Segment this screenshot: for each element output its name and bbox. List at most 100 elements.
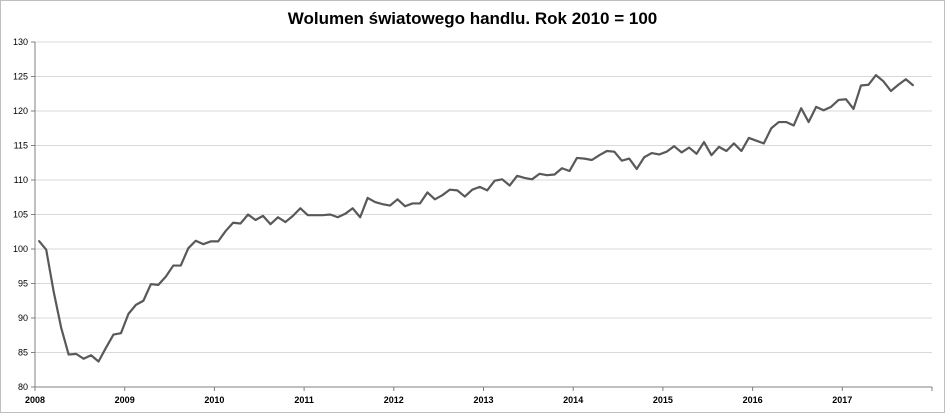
data-point <box>666 151 668 153</box>
x-tick-label: 2017 <box>832 395 852 405</box>
data-point <box>643 156 645 158</box>
y-tick-label: 105 <box>13 210 28 220</box>
data-point <box>695 153 698 155</box>
x-tick-label: 2013 <box>473 395 493 405</box>
data-point <box>733 142 735 145</box>
data-point <box>225 230 227 232</box>
data-point <box>494 180 496 182</box>
data-point <box>322 214 324 216</box>
y-tick-label: 80 <box>18 382 28 392</box>
data-point <box>411 202 414 205</box>
x-tick-label: 2014 <box>563 395 583 405</box>
data-point <box>845 98 847 100</box>
data-point <box>471 189 473 191</box>
data-point <box>210 240 212 243</box>
data-point <box>852 108 855 110</box>
data-point <box>763 142 765 145</box>
data-point <box>636 168 638 170</box>
data-point <box>479 186 481 188</box>
data-point <box>441 194 443 196</box>
y-tick-label: 110 <box>14 175 28 185</box>
y-tick-label: 125 <box>13 72 28 82</box>
data-point <box>419 202 421 205</box>
data-point <box>381 203 384 205</box>
data-point <box>68 353 70 356</box>
data-point <box>404 205 406 207</box>
data-point <box>538 173 541 175</box>
data-point <box>449 189 451 191</box>
data-point <box>628 158 630 160</box>
data-point <box>277 216 279 218</box>
data-point <box>710 154 713 156</box>
data-point <box>553 173 556 176</box>
data-point <box>531 178 533 180</box>
y-tick-label: 85 <box>18 348 28 358</box>
data-point <box>882 80 885 82</box>
data-point <box>217 240 219 243</box>
y-tick-label: 100 <box>13 244 28 254</box>
data-point <box>299 207 301 209</box>
data-point <box>97 360 100 363</box>
data-point <box>456 189 458 191</box>
data-point <box>105 347 107 349</box>
data-point <box>135 304 137 306</box>
data-point <box>583 158 586 160</box>
data-point <box>374 201 376 203</box>
data-point <box>867 84 870 86</box>
data-point <box>703 141 705 143</box>
x-tick-label: 2008 <box>25 395 45 405</box>
data-point <box>38 240 40 242</box>
data-point <box>157 284 159 286</box>
data-point <box>90 354 92 356</box>
data-point <box>314 214 316 216</box>
data-point <box>396 198 399 200</box>
data-point <box>770 127 772 129</box>
data-point <box>830 106 832 108</box>
data-point <box>254 219 257 221</box>
data-point <box>591 159 593 161</box>
data-point <box>785 121 787 123</box>
data-point <box>890 90 892 92</box>
y-tick-label: 120 <box>13 106 28 116</box>
data-point <box>45 249 47 251</box>
data-point <box>367 197 369 199</box>
data-point <box>546 174 548 176</box>
data-point <box>606 150 608 152</box>
series-line <box>37 74 915 363</box>
data-point <box>501 178 503 180</box>
data-point <box>808 121 810 123</box>
data-point <box>284 221 287 223</box>
data-point <box>568 170 571 172</box>
data-point <box>434 198 436 200</box>
data-point <box>247 213 249 216</box>
data-point <box>598 154 600 156</box>
data-point <box>621 160 623 162</box>
x-tick-label: 2016 <box>743 395 763 405</box>
x-tick-label: 2010 <box>204 395 224 405</box>
data-point <box>75 353 77 355</box>
data-point <box>576 157 578 159</box>
data-point <box>150 283 152 285</box>
data-point <box>516 175 518 177</box>
data-point <box>262 215 264 217</box>
y-tick-label: 90 <box>18 313 28 323</box>
data-point <box>778 121 780 123</box>
x-tick-label: 2009 <box>115 395 135 405</box>
data-point <box>561 167 563 169</box>
data-point <box>823 109 825 111</box>
data-point <box>800 107 802 109</box>
data-point <box>718 146 720 148</box>
data-point <box>837 99 840 101</box>
data-point <box>337 216 339 218</box>
data-point <box>524 177 526 179</box>
x-tick-label: 2015 <box>653 395 673 405</box>
chart-title: Wolumen światowego handlu. Rok 2010 = 10… <box>287 9 658 28</box>
data-point <box>755 140 757 142</box>
data-point <box>658 153 660 156</box>
data-point <box>202 243 204 245</box>
data-point <box>239 222 242 225</box>
data-point <box>509 184 511 187</box>
data-point <box>680 151 683 153</box>
data-point <box>860 84 862 87</box>
data-point <box>172 264 174 267</box>
